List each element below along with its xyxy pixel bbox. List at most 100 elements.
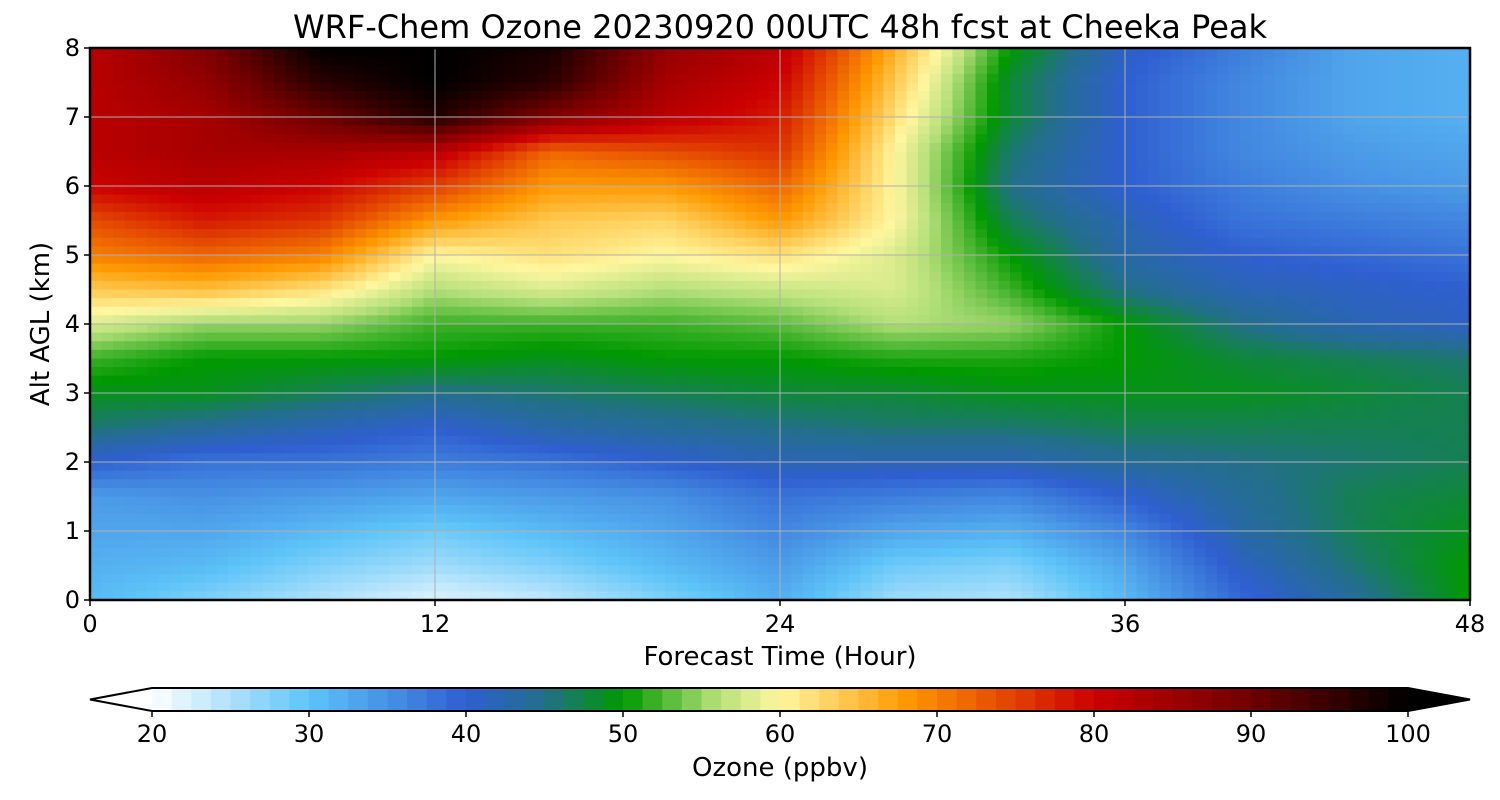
heatmap-cell [469, 401, 482, 411]
heatmap-cell [734, 220, 747, 230]
heatmap-cell [1102, 203, 1115, 213]
heatmap-cell [1148, 142, 1161, 153]
heatmap-cell [320, 272, 333, 282]
heatmap-cell [366, 246, 379, 256]
heatmap-cell [377, 108, 390, 118]
heatmap-cell [527, 65, 540, 75]
heatmap-cell [446, 91, 459, 101]
heatmap-cell [170, 384, 183, 394]
heatmap-cell [895, 289, 908, 299]
heatmap-cell [1251, 367, 1264, 377]
heatmap-cell [814, 108, 827, 118]
heatmap-cell [331, 125, 344, 135]
heatmap-cell [780, 151, 793, 161]
heatmap-cell [642, 332, 655, 342]
heatmap-cell [527, 229, 540, 239]
heatmap-cell [1401, 332, 1414, 342]
heatmap-cell [883, 117, 896, 127]
heatmap-cell [964, 229, 977, 239]
heatmap-cell [389, 401, 402, 411]
heatmap-cell [653, 220, 666, 230]
heatmap-cell [1113, 194, 1126, 204]
heatmap-cell [1458, 203, 1470, 213]
heatmap-cell [159, 151, 172, 161]
heatmap-cell [1033, 99, 1046, 109]
heatmap-cell [1171, 194, 1184, 204]
heatmap-cell [435, 358, 448, 368]
heatmap-cell [239, 263, 252, 273]
heatmap-cell [1079, 229, 1092, 239]
heatmap-cell [262, 246, 275, 256]
heatmap-cell [918, 263, 931, 273]
heatmap-cell [596, 332, 609, 342]
heatmap-cell [837, 91, 850, 101]
heatmap-cell [1010, 151, 1023, 161]
heatmap-cell [734, 341, 747, 351]
heatmap-cell [1136, 367, 1149, 377]
heatmap-cell [895, 272, 908, 282]
heatmap-cell [929, 186, 942, 196]
heatmap-cell [1355, 125, 1368, 135]
heatmap-cell [1458, 194, 1470, 204]
heatmap-cell [1056, 142, 1069, 153]
heatmap-cell [619, 142, 632, 153]
heatmap-cell [1309, 332, 1322, 342]
heatmap-cell [1378, 280, 1391, 291]
heatmap-cell [1159, 125, 1172, 135]
heatmap-cell [423, 108, 436, 118]
heatmap-cell [527, 384, 540, 394]
heatmap-cell [251, 332, 264, 342]
heatmap-cell [1182, 246, 1195, 256]
heatmap-cell [297, 358, 310, 368]
heatmap-cell [538, 246, 551, 256]
heatmap-cell [113, 237, 126, 247]
heatmap-cell [1125, 194, 1138, 204]
heatmap-cell [550, 194, 563, 204]
heatmap-cell [1366, 186, 1379, 196]
heatmap-cell [377, 82, 390, 92]
heatmap-cell [1217, 272, 1230, 282]
heatmap-cell [883, 168, 896, 178]
heatmap-cell [1136, 384, 1149, 394]
heatmap-cell [492, 272, 505, 282]
heatmap-cell [262, 177, 275, 187]
heatmap-cell [239, 401, 252, 411]
heatmap-cell [1251, 237, 1264, 247]
heatmap-cell [1067, 117, 1080, 127]
heatmap-cell [745, 160, 758, 170]
heatmap-cell [239, 117, 252, 127]
heatmap-cell [929, 211, 942, 222]
heatmap-cell [1113, 108, 1126, 118]
heatmap-cell [964, 125, 977, 135]
heatmap-cell [952, 117, 965, 127]
heatmap-cell [964, 168, 977, 178]
heatmap-cell [1274, 177, 1287, 187]
heatmap-cell [1389, 315, 1402, 325]
heatmap-cell [1182, 117, 1195, 127]
heatmap-cell [504, 341, 517, 351]
heatmap-cell [1171, 134, 1184, 144]
heatmap-cell [469, 125, 482, 135]
heatmap-cell [1320, 272, 1333, 282]
heatmap-cell [136, 117, 149, 127]
heatmap-cell [814, 160, 827, 170]
heatmap-cell [734, 48, 747, 58]
heatmap-cell [1309, 73, 1322, 84]
heatmap-cell [308, 142, 321, 153]
heatmap-cell [1125, 186, 1138, 196]
heatmap-cell [538, 56, 551, 66]
heatmap-cell [159, 280, 172, 291]
heatmap-cell [354, 186, 367, 196]
heatmap-cell [975, 99, 988, 109]
heatmap-cell [251, 186, 264, 196]
heatmap-cell [343, 349, 356, 360]
heatmap-cell [1286, 108, 1299, 118]
heatmap-cell [170, 401, 183, 411]
heatmap-cell [354, 289, 367, 299]
heatmap-cell [446, 108, 459, 118]
heatmap-cell [745, 401, 758, 411]
heatmap-cell [228, 263, 241, 273]
heatmap-cell [975, 229, 988, 239]
heatmap-cell [1044, 194, 1057, 204]
heatmap-cell [1090, 263, 1103, 273]
